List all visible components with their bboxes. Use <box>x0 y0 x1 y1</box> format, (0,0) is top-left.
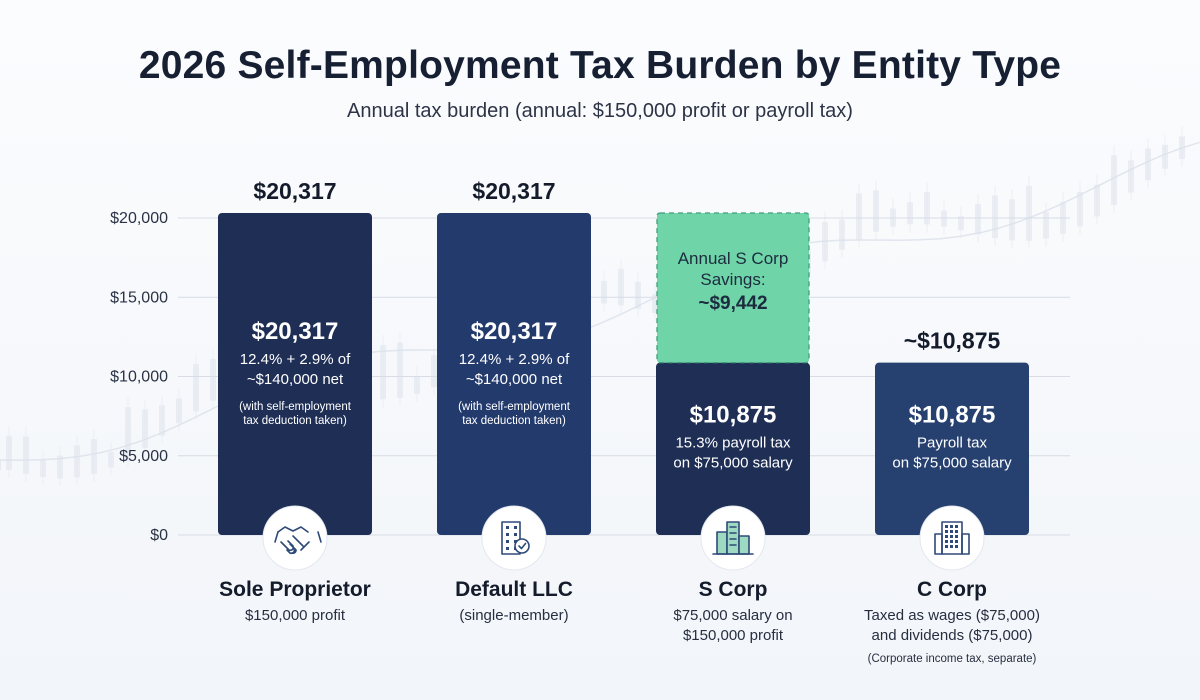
handshake-icon <box>274 526 322 555</box>
bar-top-label: $20,317 <box>253 178 336 204</box>
category-label: C Corp <box>917 578 987 601</box>
bar-detail-text: on $75,000 salary <box>673 455 793 472</box>
category-sublabel: $150,000 profit <box>245 607 346 624</box>
bar-detail-text: 15.3% payroll tax <box>675 435 791 452</box>
savings-label: Annual S Corp <box>678 249 789 268</box>
bar-note-text: tax deduction taken) <box>243 415 347 427</box>
bar-detail-text: on $75,000 salary <box>892 455 1012 472</box>
bar <box>218 213 372 535</box>
category-sublabel: $75,000 salary on <box>673 607 792 624</box>
bar-value-label: $10,875 <box>909 402 996 429</box>
savings-segment <box>656 212 810 364</box>
city-buildings-icon <box>712 521 754 555</box>
category-label: S Corp <box>699 578 768 601</box>
bar-note-text: tax deduction taken) <box>462 415 566 427</box>
bar-value-label: $20,317 <box>252 318 339 345</box>
chart-subtitle: Annual tax burden (annual: $150,000 prof… <box>347 100 853 122</box>
bar-value-label: $10,875 <box>690 402 777 429</box>
y-tick-label: $15,000 <box>110 289 168 306</box>
category-sublabel: Taxed as wages ($75,000) <box>864 607 1040 624</box>
bar-group: ~$10,875 $10,875 Payroll tax on $75,000 sal… <box>864 328 1040 665</box>
y-tick-label: $20,000 <box>110 210 168 227</box>
bar-group: $20,317 $20,317 12.4% + 2.9% of ~$140,000 n… <box>437 178 591 624</box>
bar-top-label: ~$10,875 <box>904 328 1001 354</box>
category-label: Default LLC <box>455 578 573 601</box>
office-building-check-icon <box>501 521 530 555</box>
bar-note-text: (with self-employment <box>239 401 352 413</box>
category-sublabel: (single-member) <box>459 607 568 624</box>
bar-detail-text: Payroll tax <box>917 435 988 452</box>
y-axis: $0 $5,000 $10,000 $15,000 $20,000 <box>110 210 168 544</box>
category-sublabel: and dividends ($75,000) <box>872 627 1033 644</box>
bar-group: $20,317 $20,317 12.4% + 2.9% of ~$140,000 n… <box>218 178 372 624</box>
bar-note-text: (with self-employment <box>458 401 571 413</box>
chart-title: 2026 Self-Employment Tax Burden by Entit… <box>138 44 1062 87</box>
y-tick-label: $5,000 <box>119 448 168 465</box>
savings-amount: ~$9,442 <box>698 293 767 314</box>
savings-label: Savings: <box>700 270 765 289</box>
bar-detail-text: 12.4% + 2.9% of <box>459 351 570 368</box>
category-note: (Corporate income tax, separate) <box>868 653 1037 665</box>
category-sublabel: $150,000 profit <box>683 627 784 644</box>
bar <box>656 362 810 535</box>
office-tower-icon <box>934 521 970 555</box>
bar <box>437 213 591 535</box>
bar-top-label: $20,317 <box>472 178 555 204</box>
bar-group: Annual S Corp Savings: ~$9,442 $10,875 15.3%… <box>656 212 810 644</box>
y-tick-label: $0 <box>150 527 168 544</box>
bar-detail-text: ~$140,000 net <box>466 371 563 388</box>
bar-detail-text: 12.4% + 2.9% of <box>240 351 351 368</box>
icon-badge <box>481 505 547 571</box>
y-tick-label: $10,000 <box>110 369 168 386</box>
bar-value-label: $20,317 <box>471 318 558 345</box>
bar <box>875 362 1029 535</box>
category-label: Sole Proprietor <box>219 578 371 601</box>
bar-detail-text: ~$140,000 net <box>247 371 344 388</box>
